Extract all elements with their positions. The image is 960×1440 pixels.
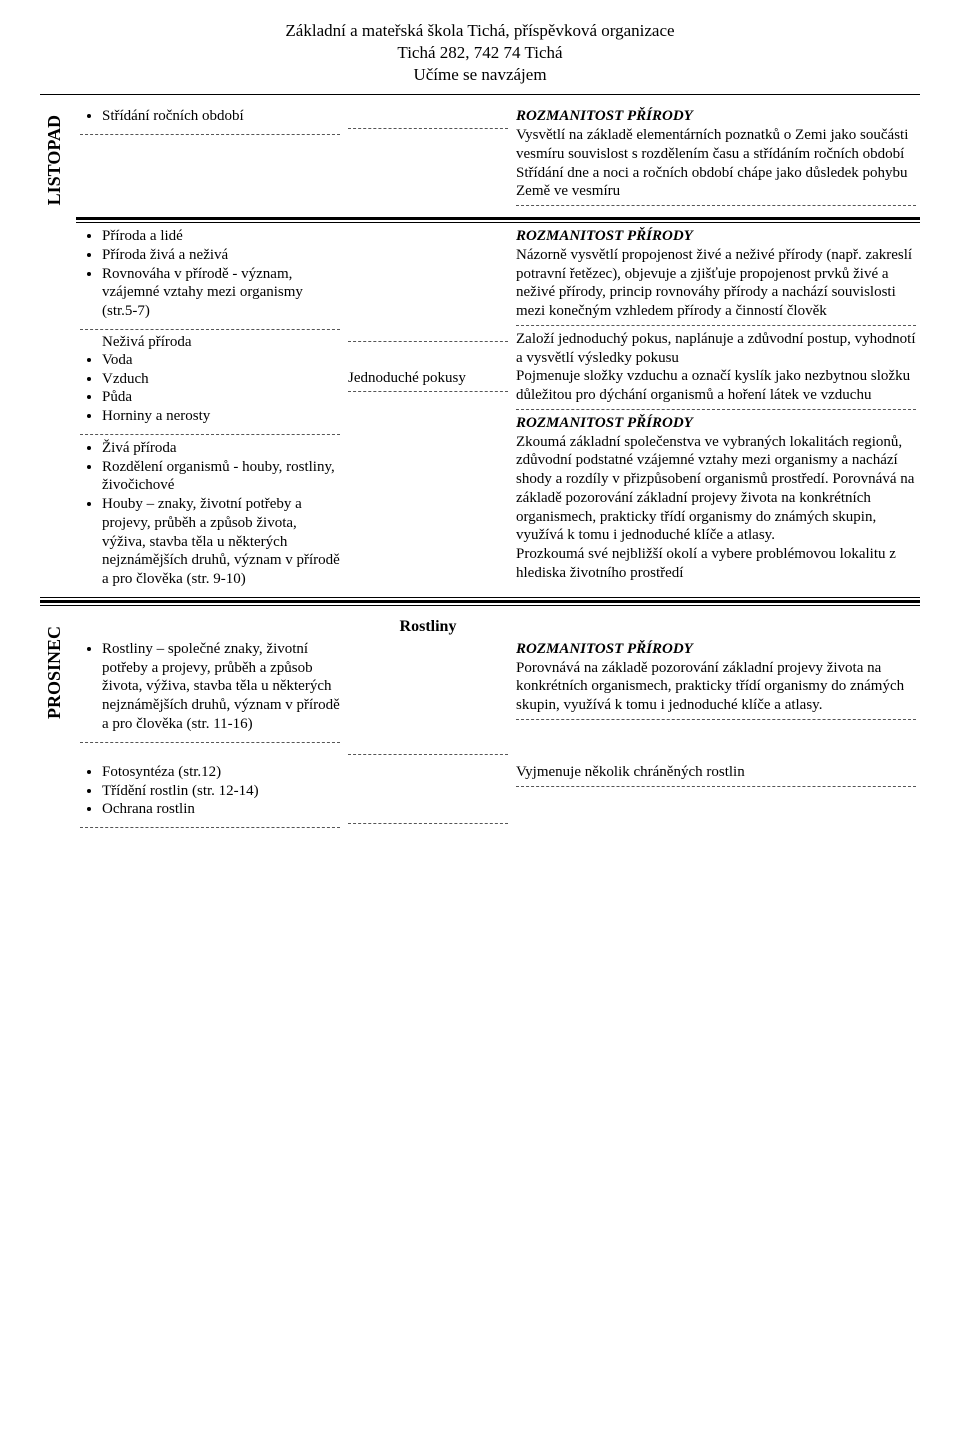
section-title-rostliny: Rostliny	[344, 616, 512, 638]
item-houby: Houby – znaky, životní potřeby a projevy…	[102, 495, 340, 589]
right-block-5: ROZMANITOST PŘÍRODY Porovnává na základě…	[516, 640, 916, 720]
item-priroda-lide: Příroda a lidé	[102, 227, 340, 246]
month-sidebar-listopad: LISTOPAD	[40, 105, 76, 595]
header-line1: Základní a mateřská škola Tichá, příspěv…	[40, 20, 920, 42]
header-line2: Tichá 282, 742 74 Tichá	[40, 42, 920, 64]
subhead-neziva: Neživá příroda	[102, 334, 340, 351]
right-block-2: ROZMANITOST PŘÍRODY Názorně vysvětlí pro…	[516, 227, 916, 326]
right-block-6: Vyjmenuje několik chráněných rostlin	[516, 763, 916, 787]
right-block-3: Založí jednoduchý pokus, naplánuje a zdů…	[516, 330, 916, 410]
main-table-bottom: PROSINEC Rostliny Rostliny – společné zn…	[40, 616, 920, 834]
item-stridani: Střídání ročních období	[102, 107, 340, 126]
item-horniny: Horniny a nerosty	[102, 407, 340, 426]
item-vzduch: Vzduch	[102, 370, 340, 389]
item-ochrana: Ochrana rostlin	[102, 800, 340, 819]
item-puda: Půda	[102, 388, 340, 407]
item-rozdeleni: Rozdělení organismů - houby, rostliny, ž…	[102, 458, 340, 496]
right-block-1: ROZMANITOST PŘÍRODY Vysvětlí na základě …	[516, 107, 916, 206]
mid-pokusy: Jednoduché pokusy	[348, 346, 508, 392]
main-table-top: LISTOPAD Střídání ročních období ROZMANI…	[40, 105, 920, 595]
page-header: Základní a mateřská škola Tichá, příspěv…	[40, 20, 920, 86]
item-voda: Voda	[102, 351, 340, 370]
right-block-4: ROZMANITOST PŘÍRODY Zkoumá základní spol…	[516, 414, 916, 583]
item-ziva-priroda: Živá příroda	[102, 439, 340, 458]
item-trideni: Třídění rostlin (str. 12-14)	[102, 782, 340, 801]
header-line3: Učíme se navzájem	[40, 64, 920, 86]
month-sidebar-prosinec: PROSINEC	[40, 616, 76, 834]
item-rostliny: Rostliny – společné znaky, životní potře…	[102, 640, 340, 734]
item-rovnovaha: Rovnováha v přírodě - význam, vzájemné v…	[102, 265, 340, 321]
header-rule	[40, 94, 920, 95]
item-ziva-neziva: Příroda živá a neživá	[102, 246, 340, 265]
item-fotosynteza: Fotosyntéza (str.12)	[102, 763, 340, 782]
